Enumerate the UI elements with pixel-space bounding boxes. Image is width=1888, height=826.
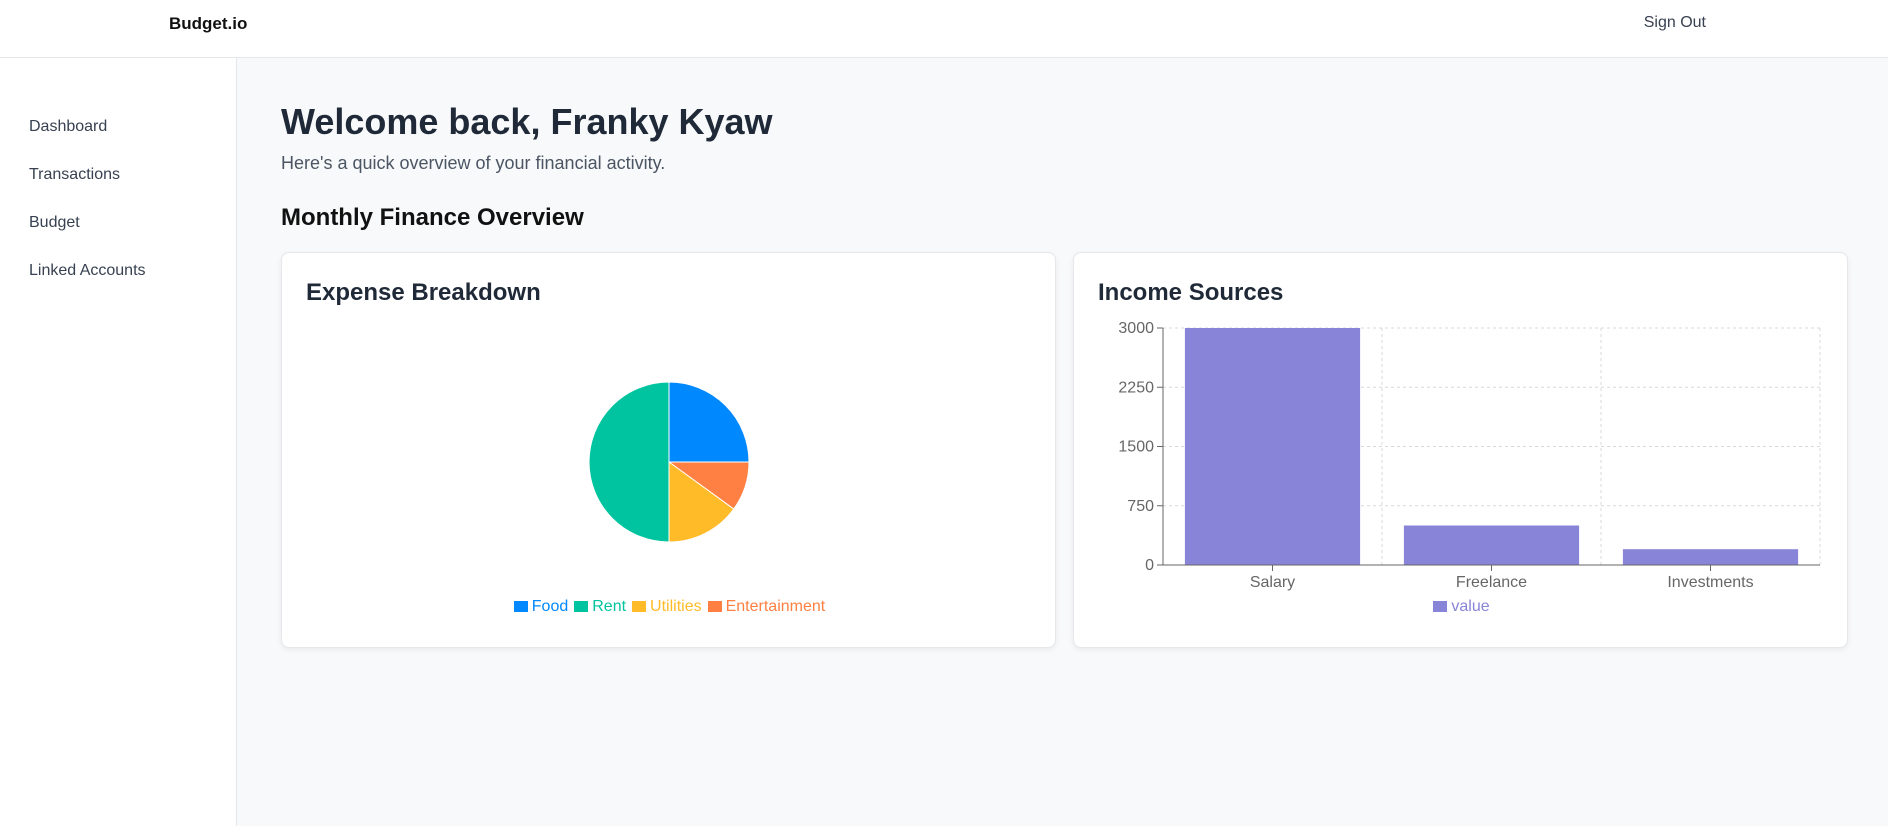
page-title: Welcome back, Franky Kyaw xyxy=(281,101,773,142)
legend-swatch xyxy=(513,601,528,612)
legend-label: Rent xyxy=(592,598,627,615)
sign-out-button[interactable]: Sign Out xyxy=(1643,14,1706,31)
y-tick-label: 3000 xyxy=(1118,320,1154,337)
y-tick-label: 750 xyxy=(1127,498,1154,515)
expense-pie-legend: Food Rent Utilities Entertainment xyxy=(282,598,1057,616)
y-tick-label: 0 xyxy=(1145,557,1154,574)
y-tick-label: 2250 xyxy=(1118,379,1154,396)
x-tick-label-investments: Investments xyxy=(1667,574,1753,591)
sidebar-item-dashboard[interactable]: Dashboard xyxy=(29,118,108,135)
sidebar-item-linked-accounts[interactable]: Linked Accounts xyxy=(29,262,146,279)
bar-investments xyxy=(1622,549,1799,565)
legend-item-utilities[interactable]: Utilities xyxy=(632,598,702,616)
section-title: Monthly Finance Overview xyxy=(281,204,584,231)
sidebar-item-transactions[interactable]: Transactions xyxy=(29,166,120,183)
sidebar-item-budget[interactable]: Budget xyxy=(29,214,80,231)
x-tick-label-freelance: Freelance xyxy=(1456,574,1527,591)
legend-label: Utilities xyxy=(650,598,702,615)
legend-item-value[interactable]: value xyxy=(1433,598,1490,616)
legend-item-food[interactable]: Food xyxy=(513,598,569,616)
brand-logo[interactable]: Budget.io xyxy=(169,14,248,33)
income-sources-title: Income Sources xyxy=(1098,279,1284,306)
y-tick-label: 1500 xyxy=(1118,439,1154,456)
income-sources-card: Income Sources 0 750 1500 2250 3000 Salary Fre… xyxy=(1073,252,1848,648)
sidebar: Dashboard Transactions Budget Linked Acc… xyxy=(0,58,237,826)
legend-swatch xyxy=(574,601,589,612)
top-navbar: Budget.io Sign Out xyxy=(0,0,1888,58)
pie-slice-utilities xyxy=(668,461,735,543)
legend-swatch xyxy=(707,601,722,612)
expense-breakdown-card: Expense Breakdown Food Rent Utilities Enter… xyxy=(281,252,1056,648)
expense-pie-chart xyxy=(588,381,750,543)
legend-label: value xyxy=(1451,598,1490,615)
income-bar-chart: 0 750 1500 2250 3000 Salary Freelance Investmen… xyxy=(1118,320,1821,591)
x-tick-label-salary: Salary xyxy=(1250,574,1295,591)
legend-label: Entertainment xyxy=(725,598,826,615)
legend-item-rent[interactable]: Rent xyxy=(574,598,626,616)
legend-label: Food xyxy=(531,598,569,615)
legend-swatch xyxy=(632,601,647,612)
bar-freelance xyxy=(1403,525,1580,565)
bar-salary xyxy=(1184,328,1361,565)
income-bar-legend: value xyxy=(1074,598,1849,616)
pie-slice-rent xyxy=(588,381,670,543)
page-subtitle: Here's a quick overview of your financia… xyxy=(281,153,666,173)
legend-item-entertainment[interactable]: Entertainment xyxy=(707,598,826,616)
expense-breakdown-title: Expense Breakdown xyxy=(306,279,541,306)
legend-swatch xyxy=(1433,601,1448,612)
pie-slice-food xyxy=(668,381,750,463)
